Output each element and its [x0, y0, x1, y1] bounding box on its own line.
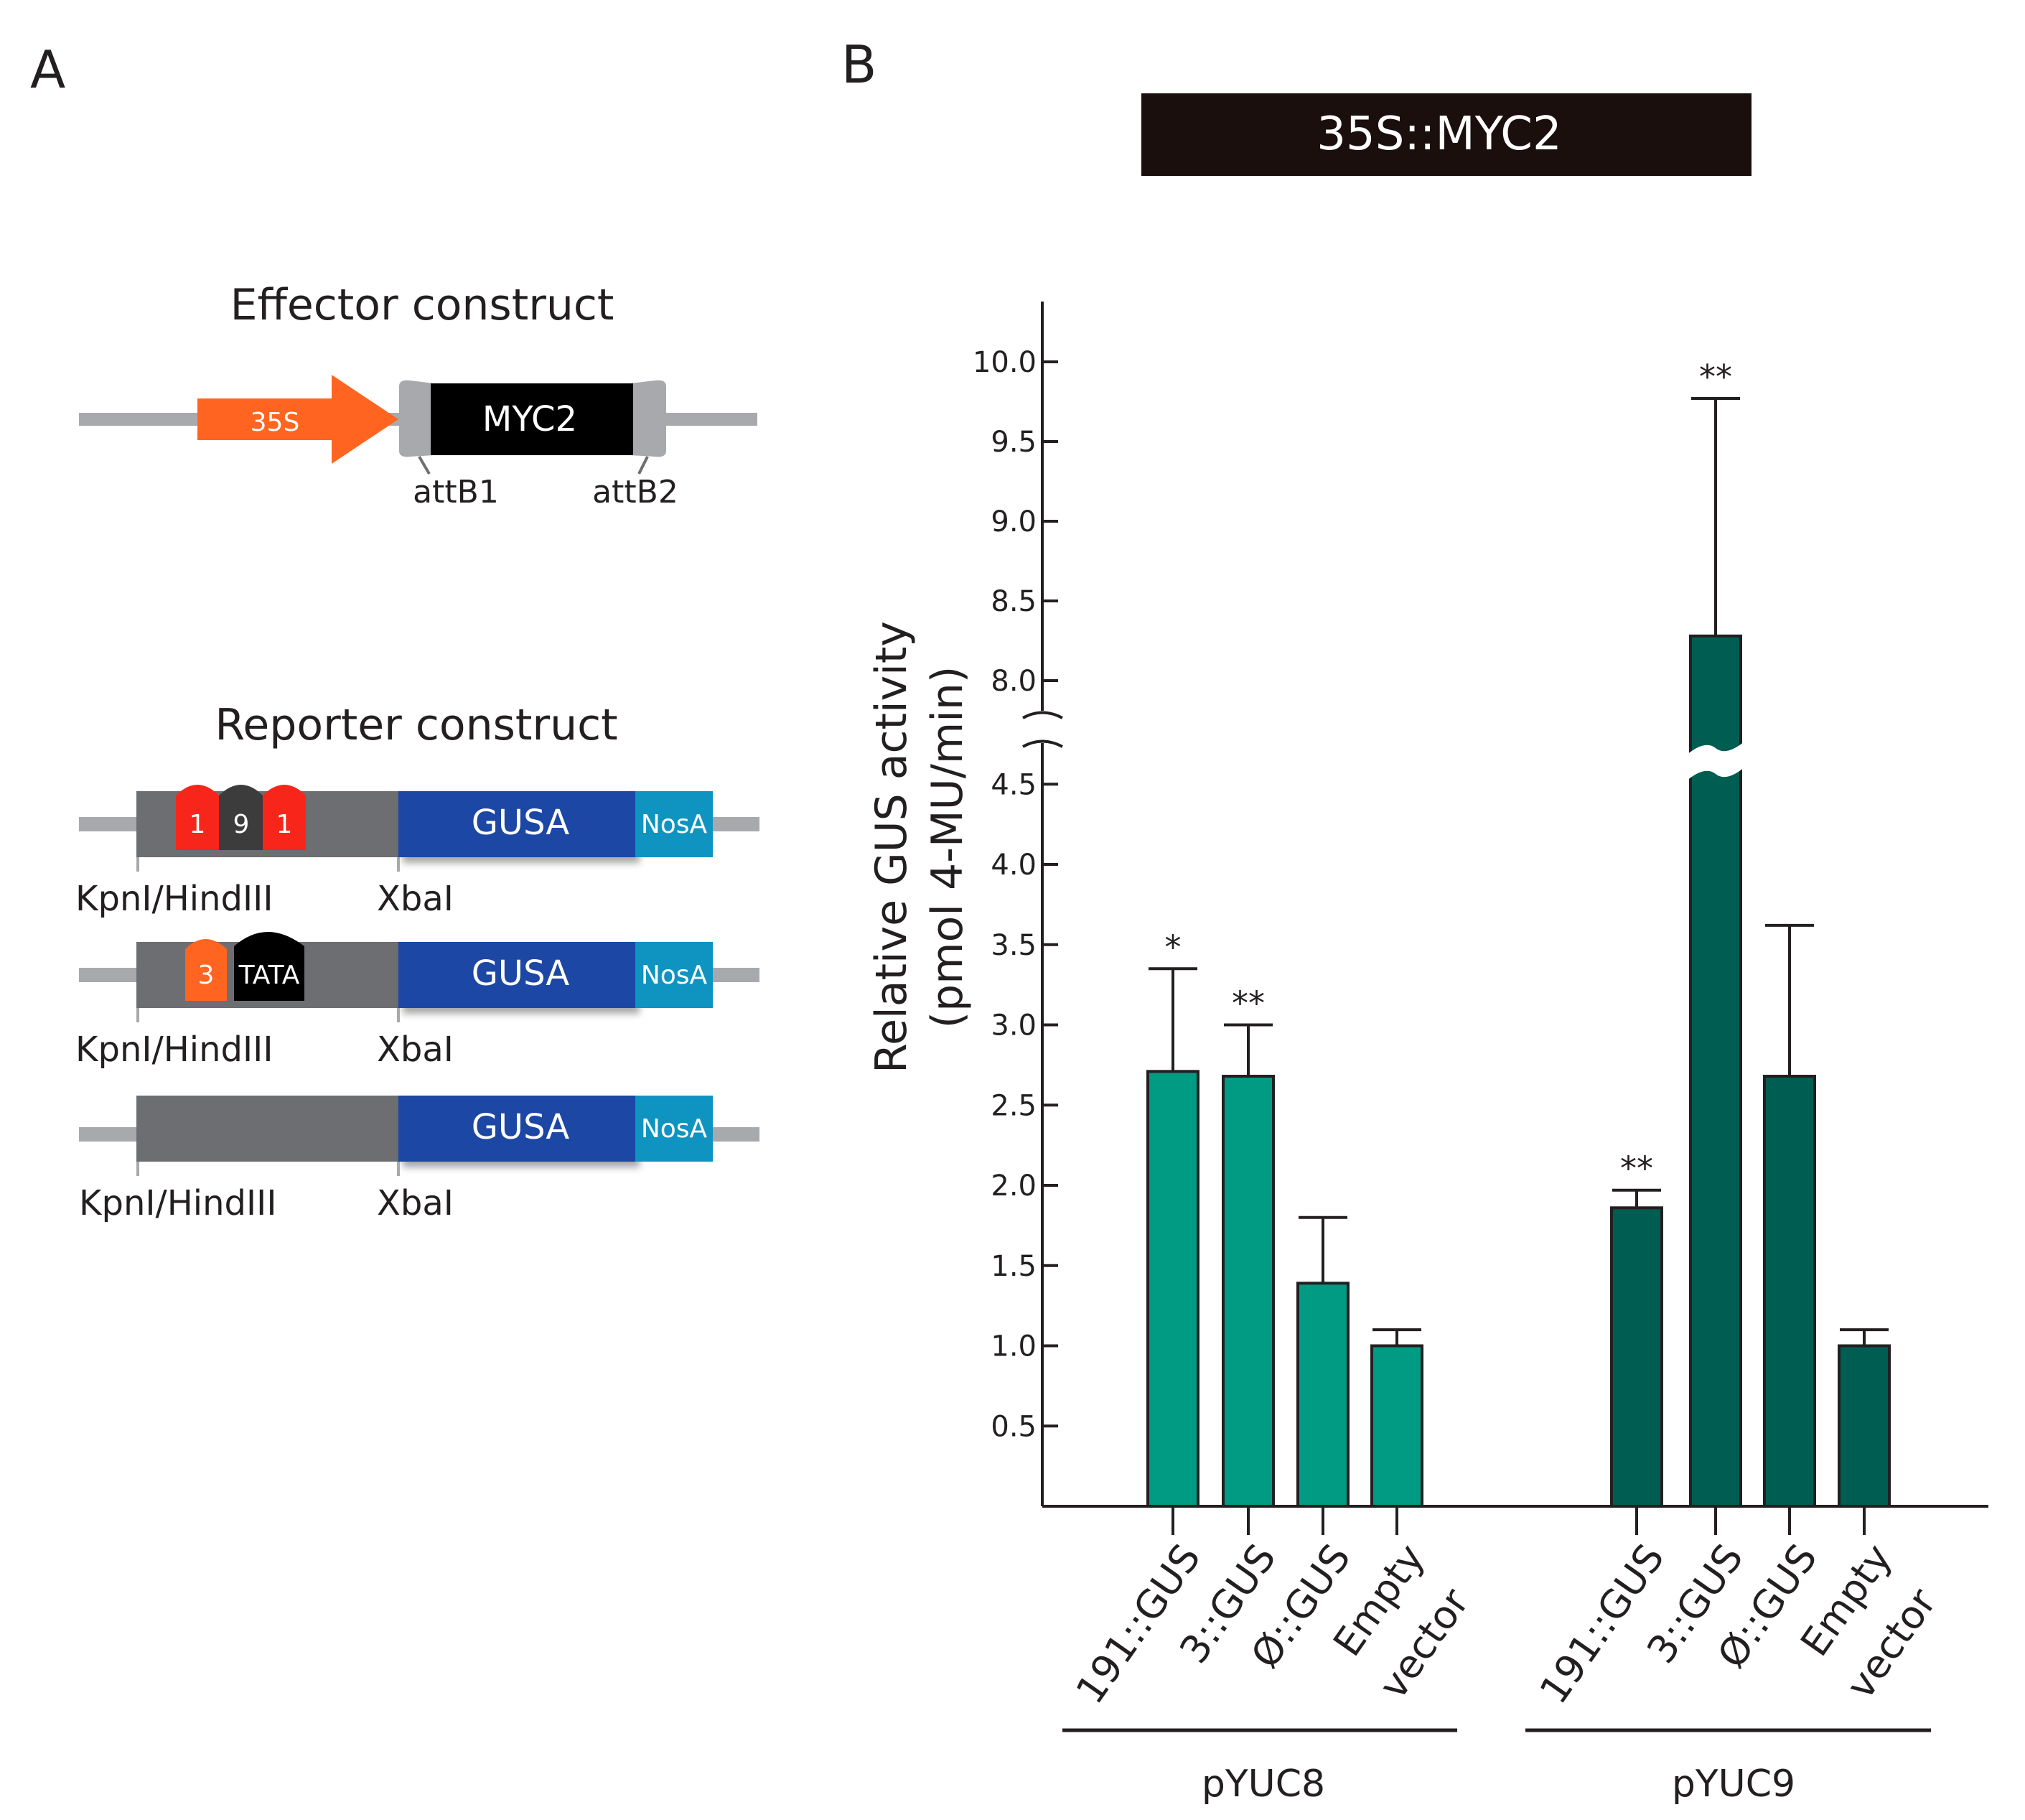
panel-b: B 35S::MYC2 0.5 1.0 1.5 2.0 2.5 3.0 3.5 4.0 4.5 8… [841, 34, 1988, 1806]
y-tick-label: 2.0 [991, 1170, 1037, 1203]
reporter-title: Reporter construct [215, 700, 617, 750]
gusa-label: GUSA [472, 953, 570, 994]
y-tick-label: 1.0 [991, 1330, 1037, 1363]
attb2-box [630, 380, 666, 457]
panel-b-label: B [841, 34, 876, 95]
banner-label: 35S::MYC2 [1317, 108, 1561, 161]
y-tick-label: 4.5 [991, 768, 1037, 801]
y-axis-label-line1: Relative GUS activity [866, 621, 917, 1073]
panel-a-label: A [30, 39, 65, 100]
effector-title: Effector construct [230, 280, 614, 330]
panel-a: A Effector construct 35S MYC2 attB1 attB… [30, 39, 759, 1223]
kpni-hindiii-label: KpnI/HindIII [75, 879, 273, 919]
banner-35s-myc2 [1141, 93, 1752, 176]
category-label: 191::GUS [1531, 1536, 1673, 1712]
y-axis-label-line2: (pmol 4-MU/min) [922, 666, 973, 1029]
element-label: 3 [198, 961, 215, 990]
reporter-row-3-tata: 3 TATA GUSA NosA KpnI/HindIII XbaI [75, 932, 759, 1070]
significance-label: ** [1620, 1149, 1653, 1188]
group-label-pyuc9: pYUC9 [1672, 1763, 1795, 1806]
xbai-label: XbaI [377, 1183, 454, 1223]
bar [1610, 1206, 1663, 1508]
reporter-construct: Reporter construct 1 9 1 GUSA NosA KpnI/… [75, 700, 759, 1223]
xbai-label: XbaI [377, 879, 454, 919]
nosa-label: NosA [641, 810, 708, 839]
tata-label: TATA [238, 961, 300, 990]
reporter-row-empty: GUSA NosA KpnI/HindIII XbaI [79, 1096, 759, 1223]
effector-construct: Effector construct 35S MYC2 attB1 attB2 [79, 280, 757, 510]
element-label: 1 [190, 810, 206, 839]
y-tick-label: 3.5 [991, 929, 1037, 962]
y-tick-label: 2.5 [991, 1089, 1037, 1122]
bar [1370, 1344, 1423, 1508]
nosa-label: NosA [641, 1114, 708, 1144]
significance-label: ** [1699, 358, 1732, 396]
gusa-label: GUSA [472, 803, 570, 843]
bar [1296, 1282, 1350, 1508]
attb2-tick [637, 456, 649, 475]
y-tick-label: 8.0 [991, 665, 1037, 698]
element-label: 1 [276, 810, 293, 839]
bar [1146, 1070, 1199, 1508]
promoter-35s-arrow [197, 375, 398, 464]
chart-axes [1022, 302, 1988, 1535]
bar [1838, 1344, 1891, 1508]
myc2-gene-label: MYC2 [482, 399, 577, 439]
promoter-35s-label: 35S [251, 408, 300, 437]
kpni-hindiii-label: KpnI/HindIII [75, 1030, 273, 1070]
bar-break-gap [1686, 741, 1745, 781]
y-tick-label: 8.5 [991, 585, 1037, 618]
element-box-9 [219, 785, 263, 850]
y-tick-label: 10.0 [973, 346, 1037, 379]
nosa-box [635, 1096, 713, 1162]
gusa-label: GUSA [472, 1107, 570, 1147]
y-tick-label: 1.5 [991, 1250, 1037, 1283]
group-label-pyuc8: pYUC8 [1202, 1763, 1325, 1806]
nosa-label: NosA [641, 961, 708, 990]
element-box-1a [176, 785, 219, 850]
chart-bars [1146, 397, 1891, 1508]
bar [1689, 634, 1742, 1508]
significance-label: * [1165, 928, 1182, 966]
attb1-tick [418, 455, 431, 475]
axis-break-mark [1022, 739, 1063, 748]
gusa-box [398, 791, 635, 857]
element-box-3 [185, 939, 227, 1001]
attb2-label: attB2 [592, 474, 678, 510]
significance-label: ** [1232, 984, 1265, 1023]
promoter-region-box [136, 1096, 398, 1162]
attb1-label: attB1 [413, 474, 499, 510]
xbai-label: XbaI [377, 1030, 454, 1070]
y-tick-label: 0.5 [991, 1410, 1037, 1443]
element-box-1b [263, 785, 306, 850]
gusa-box [398, 942, 635, 1008]
bar [1763, 1075, 1816, 1508]
y-tick-label: 4.0 [991, 849, 1037, 882]
axis-break-mark [1022, 711, 1063, 719]
attb1-box [399, 380, 434, 457]
nosa-box [635, 791, 713, 857]
y-tick-label: 3.0 [991, 1009, 1037, 1042]
element-label: 9 [233, 810, 250, 839]
gusa-box [398, 1096, 635, 1162]
bar-chart: 0.5 1.0 1.5 2.0 2.5 3.0 3.5 4.0 4.5 8.0 8.5 9.0 9.5 1… [866, 302, 1988, 1806]
nosa-box [635, 942, 713, 1008]
y-tick-label: 9.5 [991, 426, 1037, 459]
myc2-gene-box [431, 383, 633, 455]
bar [1222, 1075, 1275, 1508]
tata-box [234, 932, 304, 1001]
y-tick-label: 9.0 [991, 505, 1037, 538]
reporter-row-191: 1 9 1 GUSA NosA KpnI/HindIII XbaI [75, 785, 759, 919]
kpni-hindiii-label: KpnI/HindIII [79, 1183, 276, 1223]
